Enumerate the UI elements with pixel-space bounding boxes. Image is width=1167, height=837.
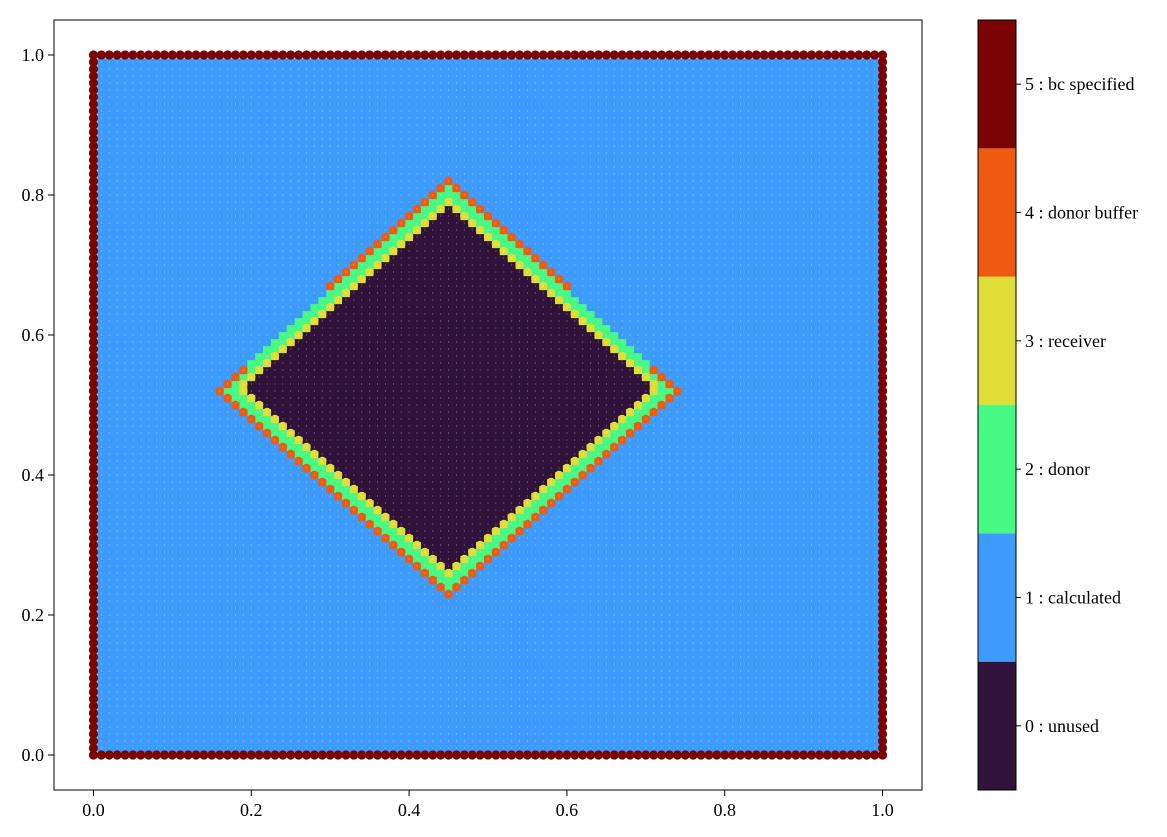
plot-area xyxy=(88,50,888,760)
